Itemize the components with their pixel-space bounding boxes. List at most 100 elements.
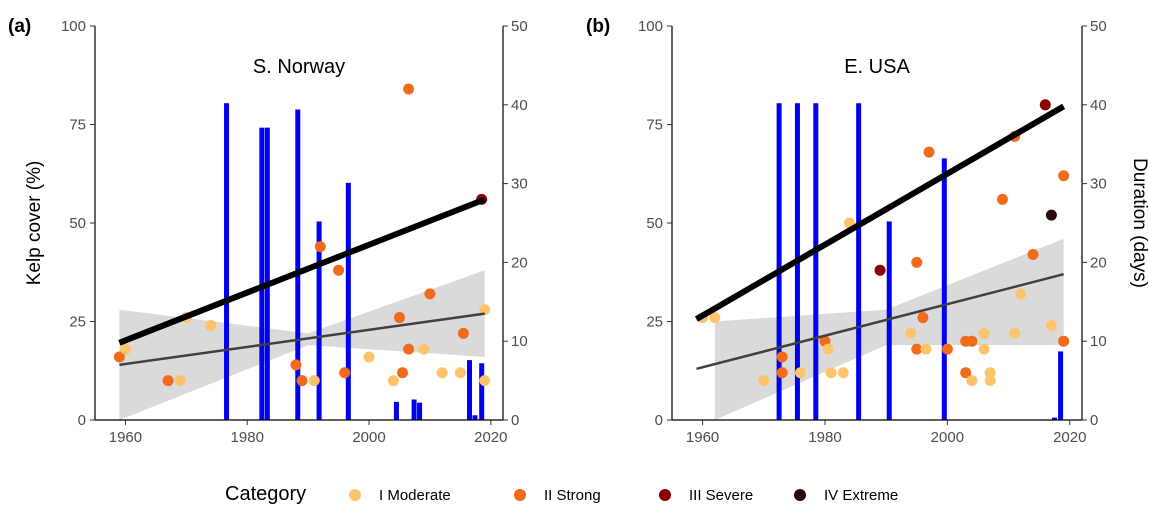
x-tick-label: 2000 <box>352 429 385 446</box>
kelp-point <box>363 351 375 363</box>
legend-swatch <box>514 489 526 501</box>
kelp-point <box>119 343 131 355</box>
y-tick-label: 75 <box>646 117 663 134</box>
duration-bar <box>393 401 399 420</box>
kelp-point <box>403 343 415 355</box>
legend-title: Category <box>225 483 306 505</box>
kelp-point <box>822 343 834 355</box>
y-tick-label: 25 <box>69 314 86 331</box>
y-tick-label: 25 <box>646 314 663 331</box>
legend-item: IV Extreme <box>794 487 898 504</box>
kelp-point <box>911 343 923 355</box>
kelp-point <box>966 335 978 347</box>
kelp-point <box>1039 99 1051 111</box>
y2-tick-label: 20 <box>1090 254 1107 271</box>
kelp-point <box>205 319 217 331</box>
x-tick-label: 2020 <box>474 429 507 446</box>
y-tick-label: 50 <box>69 215 86 232</box>
duration-bar <box>472 415 478 420</box>
y2-axis-title: Duration (days) <box>1129 158 1149 288</box>
kelp-point <box>113 351 125 363</box>
y-tick-label: 0 <box>78 412 86 429</box>
duration-bar <box>259 127 265 420</box>
kelp-point <box>424 288 436 300</box>
kelp-point <box>479 304 491 316</box>
kelp-point <box>941 343 953 355</box>
y-tick-label: 0 <box>655 412 663 429</box>
kelp-point <box>825 367 837 379</box>
kelp-point <box>911 256 923 268</box>
kelp-point <box>290 359 302 371</box>
y2-tick-label: 20 <box>511 254 528 271</box>
kelp-point <box>1045 209 1057 221</box>
kelp-point <box>436 367 448 379</box>
panel-a: (a) S. Norway 0 25 50 75 100 0 10 20 30 40 50 1960 198… <box>8 16 528 446</box>
duration-bar <box>856 103 862 420</box>
kelp-point <box>795 367 807 379</box>
kelp-point <box>457 327 469 339</box>
kelp-point <box>978 343 990 355</box>
kelp-point <box>978 327 990 339</box>
kelp-point <box>709 312 721 324</box>
y2-tick-label: 30 <box>511 176 528 193</box>
kelp-point <box>314 241 326 253</box>
duration-bar <box>417 402 423 420</box>
kelp-point <box>1015 288 1027 300</box>
confidence-ribbon <box>119 270 485 420</box>
legend-label: I Moderate <box>379 487 451 504</box>
duration-trend-line <box>118 196 486 346</box>
duration-bar <box>1058 351 1064 420</box>
x-tick-label: 1960 <box>109 429 142 446</box>
y-axis-title: Kelp cover (%) <box>24 161 45 286</box>
duration-trend-line <box>694 103 1066 322</box>
y2-tick-label: 40 <box>511 97 528 114</box>
kelp-point <box>387 375 399 387</box>
kelp-point <box>333 264 345 276</box>
duration-bar <box>345 182 351 420</box>
legend-swatch <box>349 489 361 501</box>
x-tick-label: 1960 <box>686 429 719 446</box>
duration-bar <box>941 158 947 420</box>
panel-title: E. USA <box>844 56 910 78</box>
kelp-fit-line <box>696 273 1064 370</box>
kelp-point <box>984 375 996 387</box>
kelp-point <box>308 375 320 387</box>
kelp-point <box>1058 170 1070 182</box>
kelp-point <box>758 375 770 387</box>
kelp-point <box>479 375 491 387</box>
kelp-point <box>162 375 174 387</box>
panel-title: S. Norway <box>253 56 345 78</box>
kelp-point <box>1058 335 1070 347</box>
kelp-point <box>917 312 929 324</box>
kelp-point <box>905 327 917 339</box>
legend: Category I Moderate II Strong III Severe IV… <box>225 483 898 505</box>
x-tick-label: 1980 <box>231 429 264 446</box>
y2-tick-label: 0 <box>511 412 519 429</box>
legend-swatch <box>659 489 671 501</box>
kelp-point <box>776 351 788 363</box>
kelp-point <box>960 367 972 379</box>
kelp-point <box>920 343 932 355</box>
y-tick-label: 50 <box>646 215 663 232</box>
kelp-point <box>996 193 1008 205</box>
kelp-point <box>418 343 430 355</box>
legend-label: III Severe <box>689 487 753 504</box>
panel-label: (a) <box>8 16 31 37</box>
legend-item: II Strong <box>514 487 601 504</box>
kelp-point <box>403 83 415 95</box>
duration-bar <box>316 221 322 420</box>
duration-bar <box>1051 417 1057 420</box>
duration-bar <box>264 127 270 420</box>
kelp-point <box>837 367 849 379</box>
y-tick-label: 75 <box>69 117 86 134</box>
kelp-point <box>1009 327 1021 339</box>
panel-b: (b) E. USA 0 25 50 75 100 0 10 20 30 40 50 1960 1980 20… <box>586 16 1149 446</box>
y2-tick-label: 0 <box>1090 412 1098 429</box>
y-tick-label: 100 <box>61 18 86 35</box>
y2-tick-label: 50 <box>1090 18 1107 35</box>
y2-tick-label: 30 <box>1090 176 1107 193</box>
duration-bar <box>479 363 485 420</box>
kelp-point <box>454 367 466 379</box>
duration-bar <box>224 103 230 420</box>
kelp-point <box>984 367 996 379</box>
